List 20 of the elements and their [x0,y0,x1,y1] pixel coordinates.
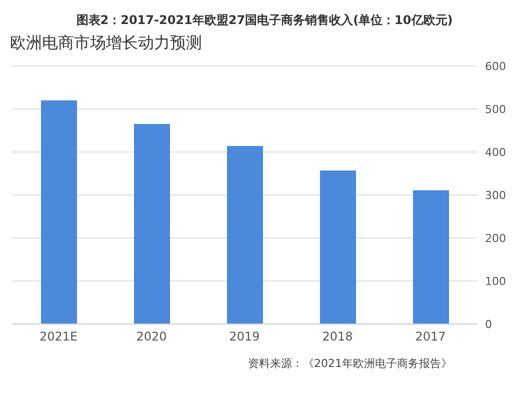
chart-subtitle: 欧洲电商市场增长动力预测 [9,33,203,54]
x-tick-label: 2017 [415,330,446,344]
bar [41,100,77,324]
bar [320,170,356,324]
y-tick-label: 300 [485,188,506,202]
y-tick-label: 0 [485,318,492,331]
bar [134,124,170,324]
x-tick-label: 2021E [39,330,78,344]
x-tick-label: 2020 [136,330,167,344]
x-tick-label: 2018 [322,330,353,344]
y-tick-label: 500 [485,102,506,116]
bar [227,146,263,324]
x-tick-label: 2019 [229,330,260,344]
bar [413,190,449,324]
y-tick-label: 200 [485,232,506,245]
text: 资料来源：《2021年欧洲电子商务报告》 [247,356,453,371]
chart-title: 图表2：2017-2021年欧盟27国电子商务销售收入(单位：10亿欧元) [75,12,454,29]
y-tick-label: 100 [485,274,506,288]
y-tick-label: 400 [485,146,506,159]
y-tick-label: 600 [485,60,506,73]
